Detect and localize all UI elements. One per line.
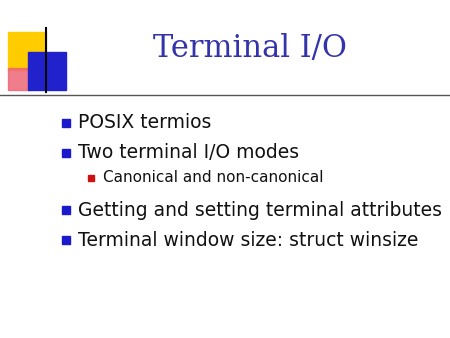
Text: Terminal I/O: Terminal I/O — [153, 32, 347, 64]
Bar — [8, 32, 46, 70]
Text: Canonical and non-canonical: Canonical and non-canonical — [103, 170, 324, 186]
Bar — [8, 68, 30, 90]
Bar — [28, 52, 66, 90]
Bar — [62, 206, 70, 214]
Bar — [62, 236, 70, 244]
Text: Terminal window size: struct winsize: Terminal window size: struct winsize — [78, 231, 418, 249]
Text: POSIX termios: POSIX termios — [78, 114, 212, 132]
Bar — [88, 175, 94, 181]
Text: Getting and setting terminal attributes: Getting and setting terminal attributes — [78, 200, 442, 219]
Text: Two terminal I/O modes: Two terminal I/O modes — [78, 144, 299, 163]
Bar — [62, 119, 70, 127]
Bar — [62, 149, 70, 157]
